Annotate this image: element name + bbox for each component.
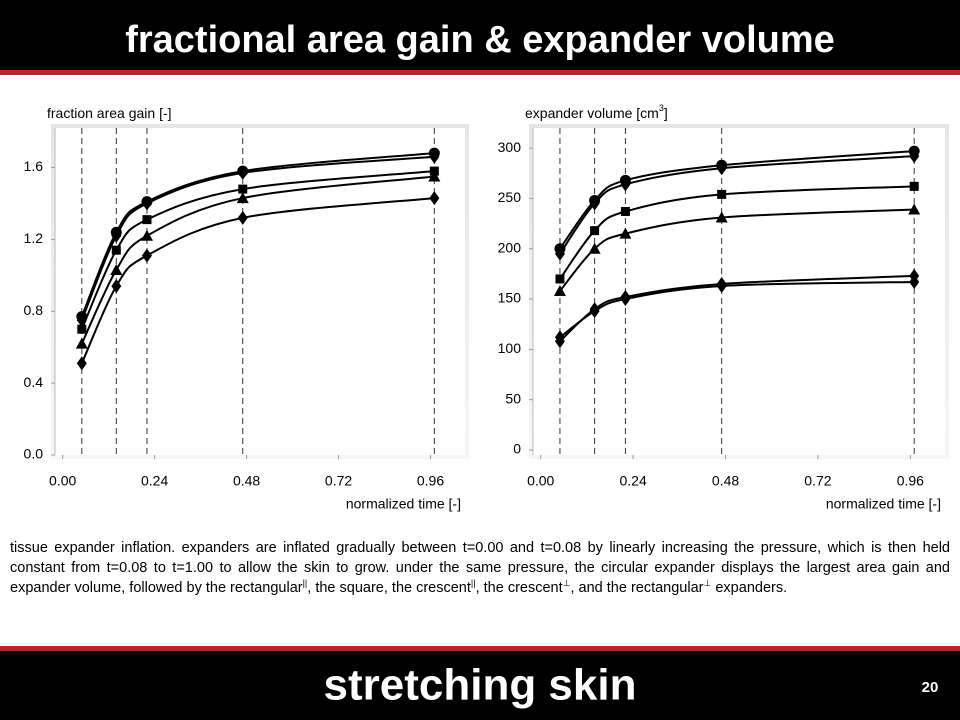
- caption-part: ||: [302, 578, 308, 589]
- y-tick-label: 0: [513, 441, 521, 457]
- caption-part: ||: [470, 578, 476, 589]
- y-axis-title: expander volume [cm3]: [525, 103, 668, 120]
- x-tick-label: 0.72: [804, 473, 831, 489]
- marker-triangle: [715, 211, 728, 223]
- y-tick-label: 0.0: [24, 446, 44, 462]
- page-number: 20: [922, 679, 939, 696]
- y-tick-label: 100: [498, 340, 522, 356]
- marker-triangle: [428, 170, 441, 182]
- marker-square: [238, 184, 248, 194]
- marker-triangle: [236, 192, 249, 204]
- caption-part: , the square, the crescent: [307, 580, 471, 596]
- series-line: [559, 280, 915, 339]
- y-tick-label: 1.2: [24, 230, 44, 246]
- caption-part: ⊥: [703, 578, 712, 589]
- header-rule: [0, 70, 960, 75]
- marker-triangle: [588, 242, 601, 254]
- x-tick-label: 0.00: [527, 473, 554, 489]
- series-line: [559, 150, 915, 250]
- marker-diamond: [909, 274, 920, 289]
- marker-diamond: [141, 196, 152, 211]
- marker-diamond: [620, 177, 631, 192]
- series-line: [559, 155, 915, 255]
- series-line: [559, 185, 915, 280]
- marker-triangle: [619, 227, 632, 239]
- marker-diamond: [589, 304, 600, 319]
- marker-triangle: [140, 229, 153, 241]
- x-tick-label: 0.96: [417, 473, 444, 489]
- caption-part: tissue expander inflation. expanders are…: [10, 540, 950, 596]
- x-tick-label: 0.48: [233, 473, 260, 489]
- plot-area: [55, 128, 465, 455]
- y-axis-title: fraction area gain [-]: [47, 105, 172, 121]
- marker-square: [717, 189, 727, 199]
- marker-square: [909, 181, 919, 191]
- marker-diamond: [111, 279, 122, 294]
- y-tick-label: 150: [498, 290, 522, 306]
- x-tick-label: 0.48: [712, 473, 739, 489]
- y-axis-title-part: expander volume [cm: [525, 105, 659, 121]
- marker-triangle: [553, 284, 566, 296]
- marker-square: [77, 324, 87, 334]
- marker-square: [555, 274, 565, 284]
- series-line: [80, 155, 435, 321]
- marker-square: [142, 215, 152, 225]
- plot-area: [533, 128, 945, 455]
- caption-part: , and the rectangular: [570, 580, 704, 596]
- x-tick-label: 0.00: [49, 473, 76, 489]
- marker-diamond: [716, 161, 727, 176]
- x-tick-label: 0.24: [619, 473, 646, 489]
- y-tick-label: 300: [498, 139, 522, 155]
- header-band: [0, 0, 960, 70]
- marker-square: [590, 226, 600, 236]
- marker-diamond: [589, 196, 600, 211]
- marker-diamond: [141, 248, 152, 263]
- y-axis-title-part: fraction area gain [-]: [47, 105, 172, 121]
- marker-diamond: [76, 356, 87, 371]
- y-tick-label: 1.6: [24, 158, 44, 174]
- marker-diamond: [909, 149, 920, 164]
- y-tick-label: 0.8: [24, 302, 44, 318]
- series-line: [80, 197, 435, 364]
- marker-diamond: [554, 330, 565, 345]
- y-tick-label: 200: [498, 239, 522, 255]
- marker-diamond: [237, 210, 248, 225]
- x-axis-title: normalized time [-]: [826, 496, 941, 512]
- series-line: [559, 274, 915, 343]
- series-line: [80, 170, 435, 330]
- y-axis-title-part: ]: [664, 105, 668, 121]
- marker-triangle: [908, 203, 921, 215]
- footer-band: [0, 651, 960, 720]
- x-tick-label: 0.96: [897, 473, 924, 489]
- slide-title: fractional area gain & expander volume: [125, 19, 835, 61]
- footer-rule: [0, 646, 960, 651]
- caption-part: expanders.: [711, 580, 788, 596]
- series-line: [80, 175, 435, 345]
- marker-triangle: [110, 263, 123, 275]
- y-tick-label: 0.4: [24, 374, 44, 390]
- marker-diamond: [429, 191, 440, 206]
- caption-part: ⊥: [562, 578, 571, 589]
- marker-square: [111, 245, 121, 255]
- marker-diamond: [620, 292, 631, 307]
- x-tick-label: 0.24: [141, 473, 168, 489]
- marker-diamond: [237, 165, 248, 180]
- marker-diamond: [554, 246, 565, 261]
- x-tick-label: 0.72: [325, 473, 352, 489]
- caption: tissue expander inflation. expanders are…: [10, 538, 950, 598]
- y-tick-label: 50: [505, 390, 521, 406]
- caption-part: , the crescent: [475, 580, 563, 596]
- marker-triangle: [75, 337, 88, 349]
- x-axis-title: normalized time [-]: [346, 496, 461, 512]
- marker-diamond: [716, 278, 727, 293]
- marker-diamond: [429, 149, 440, 164]
- marker-diamond: [111, 228, 122, 243]
- footer-title: stretching skin: [324, 661, 637, 710]
- marker-square: [620, 207, 630, 217]
- series-line: [80, 152, 435, 318]
- y-tick-label: 250: [498, 189, 522, 205]
- y-axis-title-part: 3: [659, 103, 664, 113]
